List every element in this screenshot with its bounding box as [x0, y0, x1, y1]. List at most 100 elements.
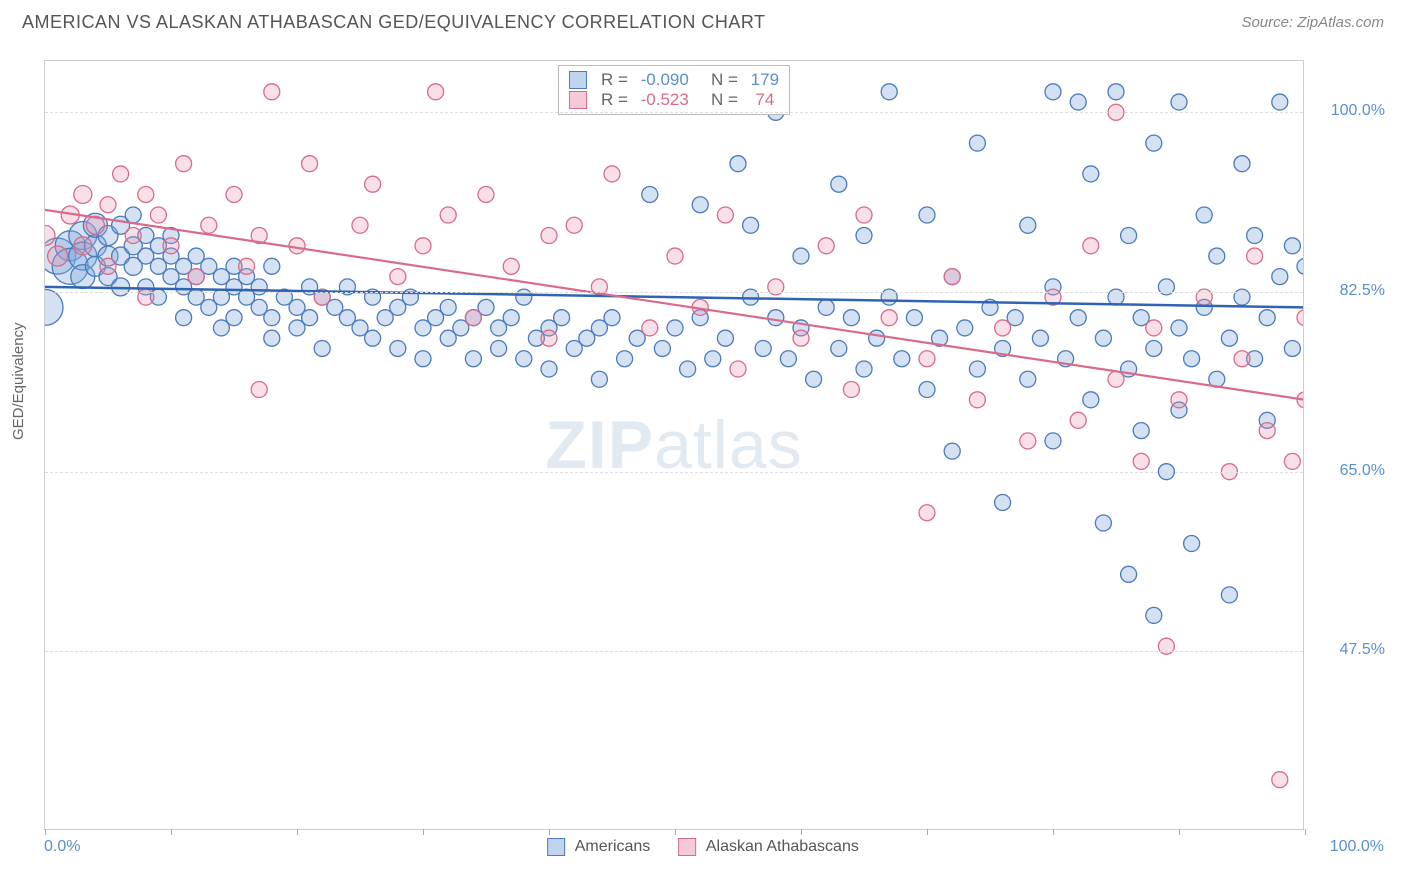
data-point: [856, 361, 872, 377]
x-tick: [801, 829, 802, 835]
data-point: [944, 269, 960, 285]
x-axis-min-label: 0.0%: [44, 838, 80, 856]
data-point: [264, 84, 280, 100]
series-legend: Americans Alaskan Athabascans: [547, 838, 859, 856]
data-point: [1045, 433, 1061, 449]
x-tick: [45, 829, 46, 835]
data-point: [654, 340, 670, 356]
data-point: [692, 197, 708, 213]
data-point: [1070, 310, 1086, 326]
data-point: [1095, 515, 1111, 531]
y-tick-label: 82.5%: [1309, 282, 1385, 300]
data-point: [163, 238, 179, 254]
data-point: [302, 310, 318, 326]
data-point: [881, 84, 897, 100]
data-point: [428, 84, 444, 100]
data-point: [1209, 248, 1225, 264]
data-point: [680, 361, 696, 377]
data-point: [1221, 587, 1237, 603]
data-point: [755, 340, 771, 356]
data-point: [365, 176, 381, 192]
data-point: [478, 186, 494, 202]
data-point: [617, 351, 633, 367]
data-point: [113, 166, 129, 182]
data-point: [1020, 433, 1036, 449]
data-point: [856, 207, 872, 223]
data-point: [1297, 258, 1303, 274]
data-point: [843, 382, 859, 398]
data-point: [881, 310, 897, 326]
y-tick-label: 47.5%: [1309, 641, 1385, 659]
data-point: [1108, 84, 1124, 100]
y-tick-label: 65.0%: [1309, 462, 1385, 480]
data-point: [1284, 453, 1300, 469]
gridline: [45, 292, 1303, 293]
legend-item-athabascans: Alaskan Athabascans: [678, 838, 859, 856]
data-point: [969, 392, 985, 408]
data-point: [642, 186, 658, 202]
data-point: [188, 269, 204, 285]
data-point: [894, 351, 910, 367]
data-point: [1020, 217, 1036, 233]
data-point: [1297, 310, 1303, 326]
data-point: [1133, 423, 1149, 439]
chart-header: AMERICAN VS ALASKAN ATHABASCAN GED/EQUIV…: [0, 0, 1406, 41]
legend-row-athabascans: R = -0.523 N = 74: [569, 90, 779, 110]
data-point: [440, 207, 456, 223]
data-point: [264, 258, 280, 274]
data-point: [1184, 536, 1200, 552]
data-point: [793, 330, 809, 346]
data-point: [1284, 340, 1300, 356]
data-point: [1121, 228, 1137, 244]
data-point: [944, 443, 960, 459]
data-point: [516, 351, 532, 367]
data-point: [1083, 238, 1099, 254]
data-point: [125, 228, 141, 244]
data-point: [74, 185, 92, 203]
data-point: [919, 505, 935, 521]
data-point: [365, 330, 381, 346]
data-point: [831, 176, 847, 192]
data-point: [541, 228, 557, 244]
data-point: [566, 217, 582, 233]
data-point: [1272, 772, 1288, 788]
data-point: [818, 238, 834, 254]
data-point: [390, 269, 406, 285]
data-point: [390, 340, 406, 356]
correlation-legend: R = -0.090 N = 179 R = -0.523 N = 74: [558, 65, 790, 115]
data-point: [717, 330, 733, 346]
data-point: [1247, 248, 1263, 264]
data-point: [100, 197, 116, 213]
data-point: [1234, 156, 1250, 172]
data-point: [730, 156, 746, 172]
data-point: [856, 228, 872, 244]
data-point: [906, 310, 922, 326]
data-point: [465, 351, 481, 367]
data-point: [314, 340, 330, 356]
data-point: [541, 330, 557, 346]
data-point: [1171, 320, 1187, 336]
data-point: [226, 186, 242, 202]
x-tick: [675, 829, 676, 835]
data-point: [1108, 371, 1124, 387]
data-point: [743, 217, 759, 233]
data-point: [264, 310, 280, 326]
gridline: [45, 651, 1303, 652]
data-point: [100, 258, 116, 274]
data-point: [415, 238, 431, 254]
data-point: [604, 310, 620, 326]
data-point: [1020, 371, 1036, 387]
data-point: [541, 361, 557, 377]
data-point: [251, 382, 267, 398]
gridline: [45, 112, 1303, 113]
data-point: [1095, 330, 1111, 346]
data-point: [793, 248, 809, 264]
data-point: [289, 238, 305, 254]
x-tick: [171, 829, 172, 835]
data-point: [503, 258, 519, 274]
data-point: [1083, 392, 1099, 408]
data-point: [1121, 566, 1137, 582]
data-point: [1083, 166, 1099, 182]
data-point: [125, 207, 141, 223]
data-point: [806, 371, 822, 387]
